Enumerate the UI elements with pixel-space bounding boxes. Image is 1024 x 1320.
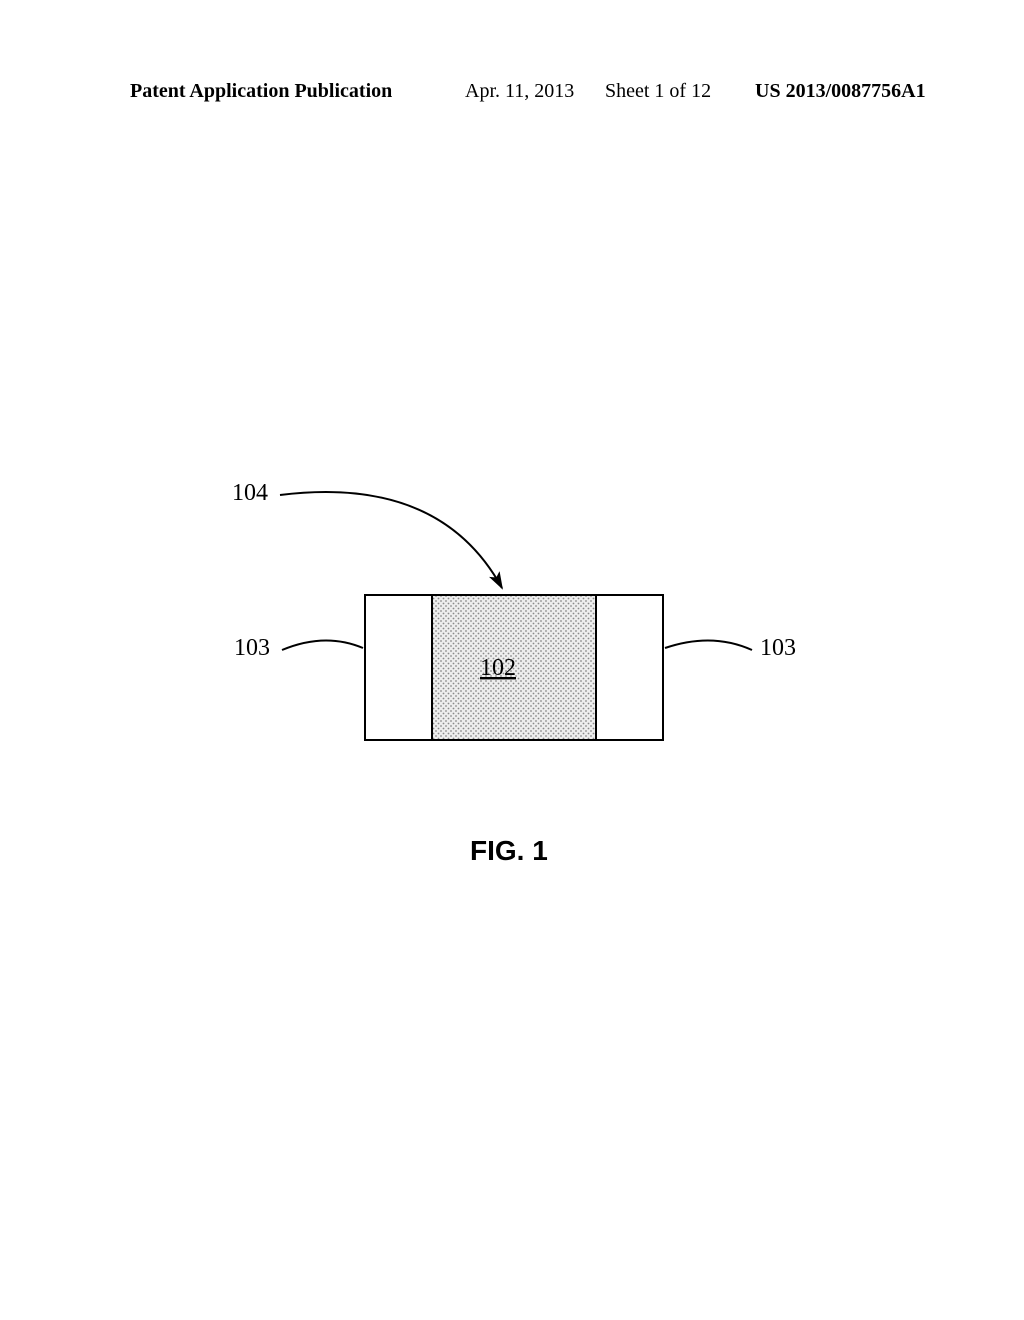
figure-1: 102 104 103 103 FIG. 1 [0,0,1024,1320]
page-root: Patent Application Publication Apr. 11, … [0,0,1024,1320]
ref-103-right: 103 [760,635,796,662]
figure-caption: FIG. 1 [470,835,548,867]
leader-103-right [665,640,752,650]
ref-103-left: 103 [234,635,270,662]
ref-102: 102 [480,655,516,681]
leader-104 [280,492,502,588]
ref-104: 104 [232,480,268,507]
leader-103-left [282,640,363,650]
figure-svg: 102 [0,0,1024,1320]
